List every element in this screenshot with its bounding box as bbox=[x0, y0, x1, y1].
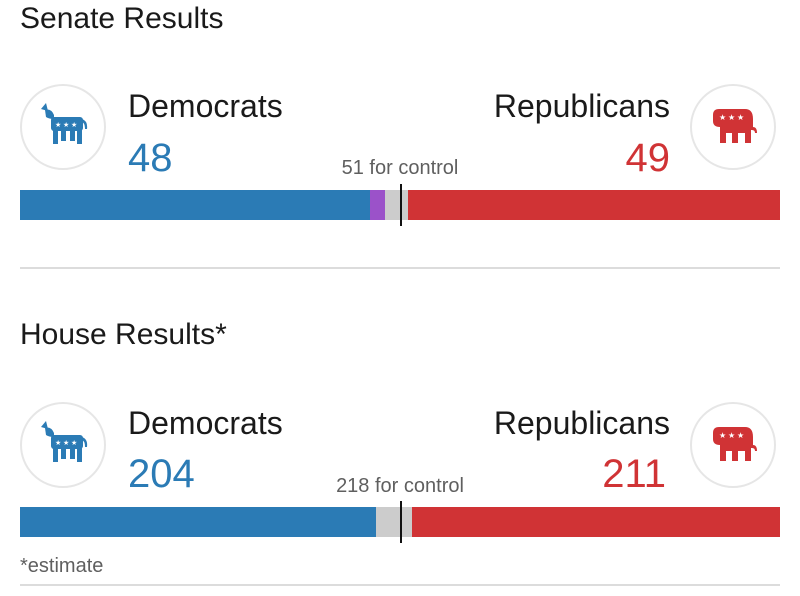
democrat-donkey-icon: ★ ★ ★ bbox=[20, 402, 106, 488]
senate-divider bbox=[20, 267, 780, 269]
svg-text:★: ★ bbox=[71, 121, 77, 129]
house-democrats-label: Democrats bbox=[128, 405, 283, 441]
svg-text:★: ★ bbox=[63, 121, 69, 129]
house-control-marker bbox=[400, 501, 402, 543]
house-dem-segment bbox=[20, 507, 376, 537]
house-republicans-seats: 211 bbox=[602, 452, 666, 496]
senate-section: Senate Results ★ ★ ★ Democrats 48 51 for c… bbox=[0, 0, 800, 270]
svg-text:★: ★ bbox=[55, 121, 61, 129]
senate-undecided-segment bbox=[385, 190, 408, 220]
svg-text:★: ★ bbox=[719, 431, 726, 440]
house-democrats-seats: 204 bbox=[128, 452, 195, 496]
senate-democrats-label: Democrats bbox=[128, 88, 283, 124]
svg-text:★: ★ bbox=[728, 431, 735, 440]
senate-title: Senate Results bbox=[20, 2, 224, 35]
senate-bar bbox=[20, 184, 780, 226]
svg-text:★: ★ bbox=[63, 439, 69, 447]
senate-control-marker bbox=[400, 184, 402, 226]
svg-text:★: ★ bbox=[71, 439, 77, 447]
house-title: House Results* bbox=[20, 318, 227, 351]
estimate-footnote: *estimate bbox=[20, 555, 104, 577]
senate-rep-segment bbox=[408, 190, 780, 220]
house-rep-segment bbox=[412, 507, 780, 537]
republican-elephant-icon: ★ ★ ★ bbox=[690, 402, 776, 488]
senate-other-segment bbox=[370, 190, 385, 220]
senate-republicans-seats: 49 bbox=[625, 136, 671, 180]
house-control-label: 218 for control bbox=[336, 475, 464, 497]
republican-elephant-icon: ★ ★ ★ bbox=[690, 84, 776, 170]
house-undecided-segment bbox=[376, 507, 412, 537]
svg-text:★: ★ bbox=[737, 431, 744, 440]
democrat-donkey-icon: ★ ★ ★ bbox=[20, 84, 106, 170]
house-bar bbox=[20, 501, 780, 543]
house-divider bbox=[20, 584, 780, 586]
svg-text:★: ★ bbox=[719, 113, 726, 122]
senate-dem-segment bbox=[20, 190, 370, 220]
senate-democrats-seats: 48 bbox=[128, 136, 173, 180]
svg-text:★: ★ bbox=[55, 439, 61, 447]
senate-control-label: 51 for control bbox=[341, 157, 459, 179]
svg-text:★: ★ bbox=[737, 113, 744, 122]
house-republicans-label: Republicans bbox=[493, 405, 670, 441]
svg-text:★: ★ bbox=[728, 113, 735, 122]
senate-republicans-label: Republicans bbox=[493, 88, 670, 124]
